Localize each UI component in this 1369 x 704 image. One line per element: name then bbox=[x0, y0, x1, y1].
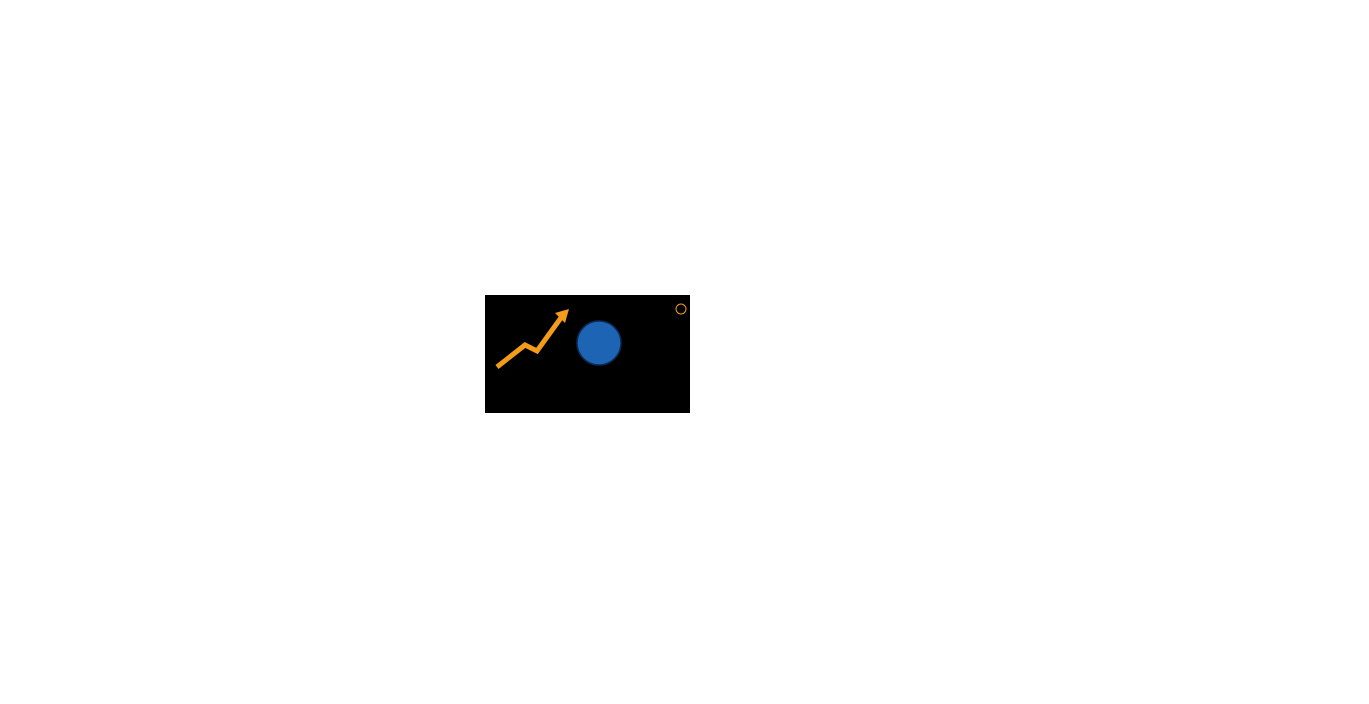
logo-arrowhead-icon bbox=[555, 309, 569, 323]
panel-b-bubble-chart bbox=[745, 0, 1369, 700]
zion-watermark-logo bbox=[485, 295, 690, 413]
zion-logo-graphic bbox=[495, 303, 687, 369]
bubble-chart-svg bbox=[745, 0, 1369, 700]
registered-mark-icon bbox=[675, 303, 687, 315]
logo-globe-icon bbox=[576, 320, 622, 366]
panel-a-stacked-bar-chart bbox=[485, 295, 690, 413]
logo-arrow-icon bbox=[495, 313, 566, 369]
